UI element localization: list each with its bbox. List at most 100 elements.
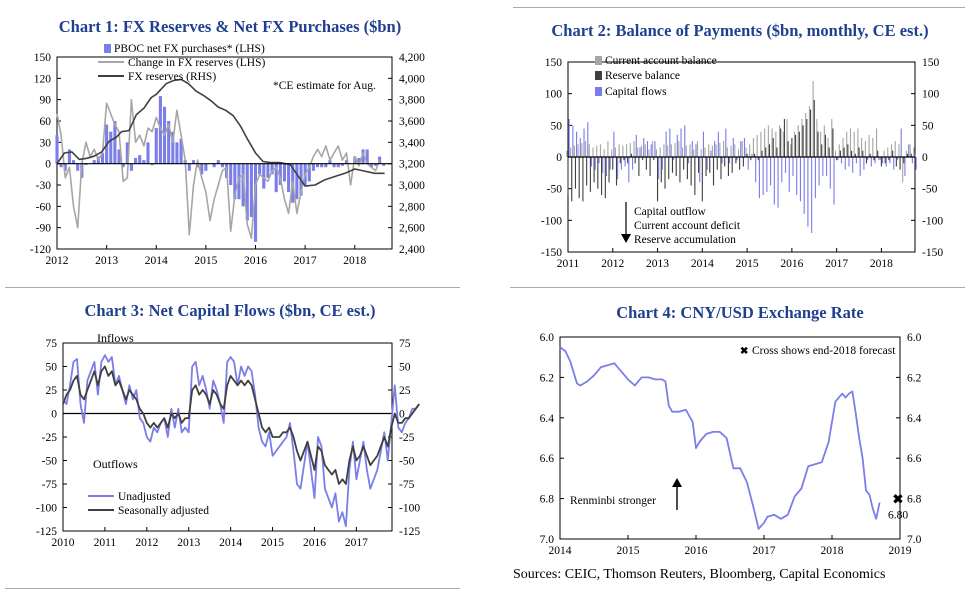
capital-flows-bar [650, 144, 652, 157]
capital-flows-bar [706, 157, 708, 170]
capital-flows-bar [755, 157, 757, 183]
current-account-bar [797, 125, 799, 157]
reserve-balance-bar [839, 150, 841, 157]
legend-swatch [595, 87, 602, 96]
reserve-balance-bar [720, 157, 722, 180]
current-account-bar [752, 138, 754, 157]
capital-flows-bar [863, 157, 865, 170]
pboc-bar [320, 163, 324, 168]
pboc-bar [117, 149, 121, 164]
reserve-balance-bar [780, 128, 782, 157]
y-tick-label-right: 4,000 [399, 73, 425, 85]
capital-flows-bar [878, 157, 880, 161]
y-tick-label-right: 6.4 [907, 413, 922, 425]
capital-flows-bar [788, 157, 790, 192]
reserve-balance-bar [828, 147, 830, 157]
reserve-balance-bar [716, 157, 718, 170]
pboc-bar [258, 163, 262, 175]
pboc-bar [150, 163, 154, 166]
x-tick-label: 2015 [617, 545, 640, 557]
reserve-balance-bar [589, 157, 591, 192]
capital-flows-bar [729, 157, 731, 164]
capital-flows-bar [687, 157, 690, 164]
current-account-bar [879, 157, 881, 161]
current-account-bar [674, 143, 676, 157]
current-account-bar [704, 147, 706, 157]
capital-flows-bar [590, 157, 593, 167]
current-account-bar [834, 150, 837, 157]
capital-flows-bar [900, 128, 902, 157]
seasonally-adjusted-line [62, 365, 420, 485]
current-account-bar [663, 144, 665, 157]
reserve-balance-bar [888, 157, 890, 161]
forecast-cross-marker: ✖ [893, 492, 904, 507]
x-tick-label: 2015 [736, 258, 759, 270]
current-account-bar [898, 144, 900, 157]
y-tick-label-right: -125 [399, 526, 420, 538]
reserve-balance-bar [739, 157, 741, 170]
pboc-bar [373, 163, 378, 166]
y-tick-label-left: -120 [30, 244, 51, 256]
capital-flows-bar [695, 144, 697, 157]
pboc-bar [365, 149, 369, 164]
capital-flows-bar [773, 157, 775, 205]
pboc-bar [76, 163, 80, 171]
reserve-balance-bar [854, 153, 856, 157]
y-tick-label-right: 0 [922, 152, 928, 164]
chart1-note: *CE estimate for Aug. [273, 80, 376, 92]
y-tick-label-left: 90 [40, 95, 52, 107]
current-account-bar [767, 125, 769, 157]
pboc-bar [59, 163, 63, 168]
reserve-balance-bar [802, 125, 804, 157]
capital-flows-bar [881, 157, 884, 164]
y-tick-label-left: -75 [42, 479, 58, 491]
reserve-balance-bar [690, 157, 692, 186]
capital-flows-bar [594, 157, 596, 170]
current-account-bar [667, 145, 669, 157]
current-account-bar [648, 149, 650, 157]
capital-flows-bar [635, 134, 637, 157]
current-account-bar [723, 141, 725, 157]
reserve-balance-bar [862, 150, 864, 157]
reserve-balance-bar [649, 157, 651, 176]
pboc-bar [229, 163, 233, 185]
capital-flows-bar [620, 157, 622, 170]
reserve-balance-bar [660, 157, 662, 183]
capital-flows-bar [796, 157, 798, 195]
pboc-bar [212, 163, 216, 168]
legend-label: Current account balance [605, 55, 717, 67]
y-tick-label-left: 0 [45, 159, 51, 171]
current-account-bar [872, 138, 874, 157]
capital-flows-bar [673, 157, 675, 161]
chart2-panel: Chart 2: Balance of Payments ($bn, month… [510, 0, 970, 285]
reserve-balance-bar [806, 119, 808, 157]
reserve-balance-bar [813, 100, 815, 157]
pboc-bar [175, 142, 179, 164]
current-account-bar [681, 147, 684, 157]
reserve-balance-bar [858, 147, 860, 157]
current-account-bar [883, 150, 885, 157]
current-account-bar [842, 138, 844, 157]
x-tick-label: 2014 [549, 545, 572, 557]
current-account-bar [887, 147, 889, 157]
reserve-balance-bar [742, 157, 744, 167]
x-tick-label: 2012 [601, 258, 624, 270]
x-tick-label: 2016 [303, 537, 326, 549]
legend-cross-icon: ✖ [740, 346, 748, 357]
y-tick-label-left: -30 [36, 180, 52, 192]
current-account-bar [808, 106, 810, 157]
pboc-bar [282, 163, 287, 182]
stronger-arrow-head [672, 478, 682, 487]
pboc-bar [84, 163, 88, 166]
capital-flows-bar [736, 157, 738, 161]
current-account-bar [581, 143, 583, 157]
pboc-bar [191, 160, 196, 164]
capital-flows-bar [870, 157, 872, 167]
y-tick-label-right: -100 [922, 215, 943, 227]
current-account-bar [793, 131, 796, 157]
capital-flows-bar [766, 157, 768, 192]
current-account-bar [726, 147, 728, 157]
reserve-balance-bar [701, 157, 703, 202]
reserve-balance-bar [809, 109, 812, 157]
y-tick-label-right: -150 [922, 247, 943, 259]
